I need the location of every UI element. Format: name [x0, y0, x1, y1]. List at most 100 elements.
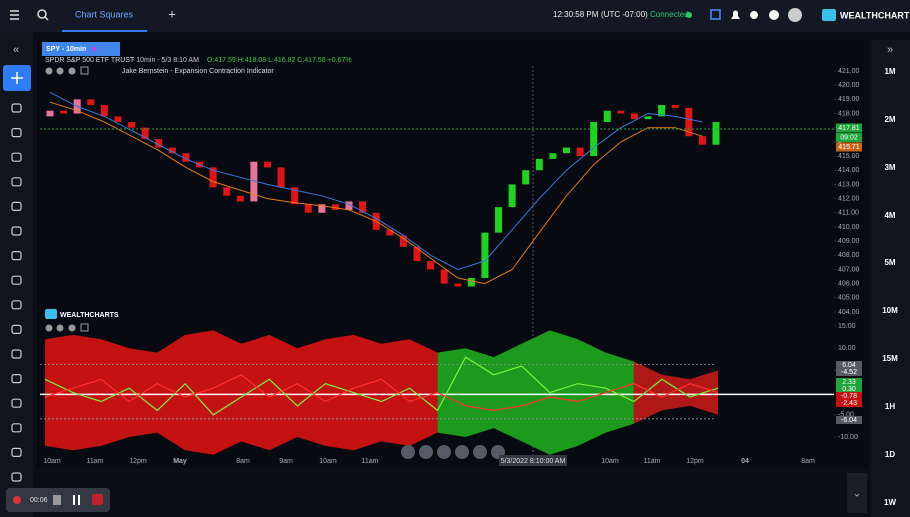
band	[45, 330, 438, 455]
menu-icon[interactable]	[10, 10, 19, 20]
interval: - 10min - 5/3 8:10 AM	[132, 57, 199, 64]
tab[interactable]: Chart Squares	[75, 9, 134, 19]
x-tick-label: 10am	[601, 458, 619, 465]
candle	[427, 260, 435, 270]
candle	[331, 204, 339, 210]
tool-icon[interactable]	[11, 349, 22, 359]
indicator-badge-label: -6.04	[841, 417, 857, 424]
timeframe[interactable]: 5M	[884, 258, 895, 267]
tool-icon[interactable]	[11, 472, 22, 482]
y-tick-label: 409.00	[838, 238, 860, 245]
candle	[549, 153, 557, 159]
timeframe[interactable]: 10M	[882, 306, 898, 315]
candle	[155, 139, 163, 148]
tool-icon[interactable]	[11, 398, 22, 408]
tool-icon[interactable]	[11, 152, 22, 162]
y-tick-label: 10.00	[838, 345, 856, 352]
timeframe[interactable]: 15M	[882, 354, 898, 363]
left-toolbar	[0, 32, 33, 517]
indicator-badge-label: 2.33	[842, 379, 856, 386]
watermark: WEALTHCHARTS	[60, 312, 119, 319]
indicator-badge-label: 6.04	[842, 362, 856, 369]
tool-icon[interactable]	[11, 251, 22, 261]
delete-button[interactable]	[53, 495, 61, 505]
price-badge	[836, 123, 862, 133]
tool-icon[interactable]	[11, 128, 22, 138]
candle	[658, 105, 666, 117]
recorder-time: 00:06	[30, 497, 48, 504]
timeframe[interactable]: 4M	[884, 211, 895, 220]
timeframe[interactable]: 3M	[884, 163, 895, 172]
ohlc: O:417.59 H:418.08 L:416.82 C:417.58 +0.6…	[207, 57, 352, 64]
y-tick-label: 408.00	[838, 252, 860, 259]
candle	[535, 158, 543, 171]
tool-icon[interactable]	[11, 177, 22, 187]
tool-icon[interactable]	[11, 226, 22, 236]
candle	[182, 153, 190, 162]
candle	[100, 105, 108, 117]
band	[633, 361, 718, 424]
search-icon[interactable]	[37, 9, 49, 21]
price-badge-label: 417.81	[838, 125, 860, 132]
avatar[interactable]	[788, 8, 802, 22]
tool-icon[interactable]	[11, 374, 22, 384]
expand-icon[interactable]: »	[887, 44, 893, 56]
timeframe[interactable]: 1W	[884, 498, 896, 507]
instrument-name: SPDR S&P 500 ETF TRUST	[45, 57, 135, 64]
candle	[630, 113, 638, 120]
candle	[87, 99, 95, 106]
collapse-icon[interactable]: «	[13, 44, 19, 56]
brand: WEALTHCHARTS	[840, 10, 910, 20]
timeframe[interactable]: 1D	[885, 450, 895, 459]
y-tick-label: 418.00	[838, 110, 860, 117]
x-tick-label: 04	[741, 458, 749, 465]
save-icon[interactable]	[710, 9, 721, 20]
candle	[209, 167, 217, 188]
y-tick-label: 15.00	[838, 323, 856, 330]
candle	[128, 122, 136, 128]
tool-icon[interactable]	[11, 447, 22, 457]
y-tick-label: 419.00	[838, 96, 860, 103]
stop-button[interactable]	[92, 494, 103, 505]
y-tick-label: 410.00	[838, 224, 860, 231]
y-tick-label: 412.00	[838, 195, 860, 202]
scroll-button[interactable]	[847, 473, 867, 513]
x-tick-label: 8am	[801, 458, 815, 465]
candle	[644, 116, 652, 120]
add-tab[interactable]: +	[168, 6, 176, 21]
timeframe[interactable]: 1H	[885, 402, 895, 411]
settings-icon[interactable]	[750, 11, 758, 19]
symbol: SPY - 10min	[46, 46, 86, 53]
candle	[236, 195, 244, 202]
timeframe[interactable]: 2M	[884, 115, 895, 124]
bell-icon[interactable]	[731, 10, 740, 19]
indicator-badge	[836, 385, 862, 393]
y-tick-label: 416.00	[838, 139, 860, 146]
tool-icon[interactable]	[11, 275, 22, 285]
timeframe[interactable]: 1M	[884, 67, 895, 76]
x-tick-label: 8am	[236, 458, 250, 465]
symbol-tab[interactable]	[42, 42, 120, 56]
indicator-badge	[836, 416, 862, 424]
candle	[263, 161, 271, 168]
candle	[454, 283, 462, 287]
tool-icon[interactable]	[11, 103, 22, 113]
tool-icon[interactable]	[11, 201, 22, 211]
y-tick-label: 404.00	[838, 309, 860, 316]
tool-icon[interactable]	[11, 324, 22, 334]
indicator-controls[interactable]	[45, 66, 89, 75]
panel-controls[interactable]	[45, 323, 89, 332]
scroll-icon[interactable]: ⌄	[853, 489, 861, 500]
timeframe-panel	[871, 40, 910, 517]
price-badge-label: 415.71	[838, 144, 860, 151]
candle	[712, 122, 720, 145]
candle	[617, 110, 625, 114]
timezone: (UTC -07:00)	[601, 10, 648, 19]
pause-button[interactable]	[73, 495, 80, 505]
tool-icon[interactable]	[11, 423, 22, 433]
tool-icon[interactable]	[11, 300, 22, 310]
indicator-badge	[836, 368, 862, 376]
candle	[698, 136, 706, 145]
navigation[interactable]	[401, 445, 505, 459]
help-icon[interactable]	[769, 10, 779, 20]
